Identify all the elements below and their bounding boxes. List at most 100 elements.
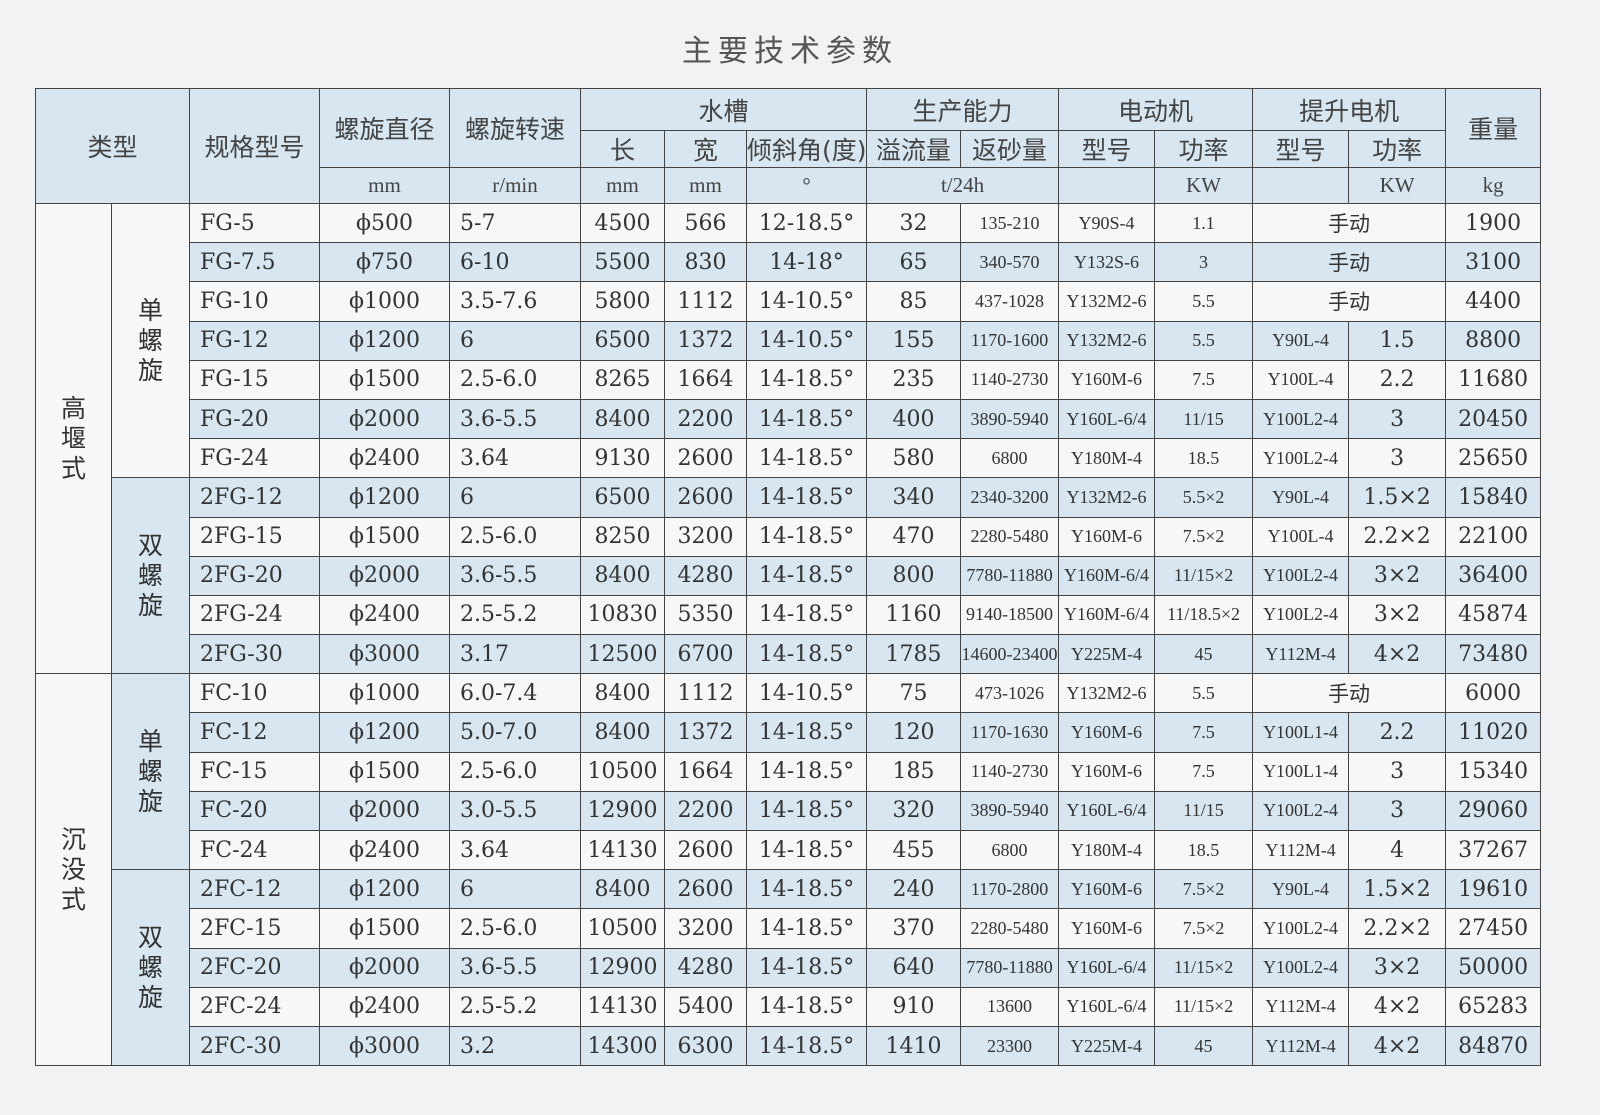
cell-speed: 3.5-7.6 (449, 281, 582, 322)
cell-sand: 2280-5480 (960, 516, 1060, 557)
cell-diameter: ϕ1200 (319, 477, 451, 518)
header-length: 长 (580, 130, 666, 168)
table-row: 2FG-30 ϕ3000 3.17 12500 6700 14-18.5° 1785 1460… (36, 634, 1542, 675)
table-row: FG-12 ϕ1200 6 6500 1372 14-10.5° 155 1170-1600 Y… (36, 320, 1542, 361)
unit-hoist-power: KW (1348, 167, 1447, 204)
subtype-cell: 双螺旋 (110, 869, 191, 1067)
cell-diameter: ϕ1500 (319, 359, 451, 400)
cell-angle: 14-18.5° (746, 555, 868, 596)
cell-sand: 1170-1630 (960, 712, 1060, 753)
cell-diameter: ϕ1000 (319, 281, 451, 322)
cell-overflow: 75 (866, 673, 962, 714)
cell-diameter: ϕ1500 (319, 516, 451, 557)
header-sand: 返砂量 (960, 130, 1060, 168)
cell-weight: 1900 (1445, 202, 1542, 244)
cell-sand: 3890-5940 (960, 398, 1060, 440)
header-capacity: 生产能力 (866, 88, 1060, 131)
cell-weight: 15340 (1445, 751, 1542, 792)
cell-diameter: ϕ1200 (319, 712, 451, 753)
cell-diameter: ϕ3000 (319, 1025, 451, 1067)
header-trough: 水槽 (580, 88, 868, 131)
cell-hoist-power: 4×2 (1348, 1025, 1447, 1067)
cell-hoist-model: Y100L1-4 (1252, 712, 1350, 753)
cell-hoist-model: Y100L1-4 (1252, 751, 1350, 792)
cell-sand: 2280-5480 (960, 908, 1060, 949)
table-row: 2FG-20 ϕ2000 3.6-5.5 8400 4280 14-18.5° 800 778… (36, 555, 1542, 596)
cell-motor-model: Y160L-6/4 (1058, 986, 1156, 1027)
unit-capacity: t/24h (866, 167, 1060, 204)
cell-sand: 1140-2730 (960, 751, 1060, 792)
cell-model: FG-5 (189, 202, 321, 244)
cell-width: 1664 (664, 359, 748, 400)
cell-model: 2FG-20 (189, 555, 321, 596)
cell-overflow: 580 (866, 438, 962, 479)
cell-width: 1112 (664, 673, 748, 714)
table-row: 2FC-30 ϕ3000 3.2 14300 6300 14-18.5° 1410 23300… (36, 1025, 1542, 1067)
cell-weight: 4400 (1445, 281, 1542, 322)
cell-weight: 22100 (1445, 516, 1542, 557)
cell-width: 2600 (664, 477, 748, 518)
cell-overflow: 640 (866, 947, 962, 988)
cell-length: 12500 (580, 634, 666, 675)
cell-motor-model: Y160L-6/4 (1058, 790, 1156, 832)
unit-length: mm (580, 167, 666, 204)
cell-hoist-manual: 手动 (1252, 281, 1447, 322)
cell-overflow: 235 (866, 359, 962, 400)
cell-motor-model: Y180M-4 (1058, 438, 1156, 479)
cell-overflow: 120 (866, 712, 962, 753)
table-row: FC-15 ϕ1500 2.5-6.0 10500 1664 14-18.5° 185 114… (36, 751, 1542, 792)
cell-hoist-model: Y100L2-4 (1252, 790, 1350, 832)
spec-table: 类型 规格型号 螺旋直径 螺旋转速 水槽 生产能力 电动机 提升电机 重量 长 … (34, 88, 1542, 1067)
cell-length: 8400 (580, 398, 666, 440)
cell-width: 5350 (664, 594, 748, 636)
cell-weight: 27450 (1445, 908, 1542, 949)
cell-model: FC-15 (189, 751, 321, 792)
cell-length: 5800 (580, 281, 666, 322)
cell-angle: 14-18.5° (746, 986, 868, 1027)
cell-length: 6500 (580, 320, 666, 361)
cell-motor-power: 5.5 (1154, 281, 1254, 322)
cell-diameter: ϕ3000 (319, 634, 451, 675)
cell-sand: 23300 (960, 1025, 1060, 1067)
table-row: FG-15 ϕ1500 2.5-6.0 8265 1664 14-18.5° 235 1140… (36, 359, 1542, 400)
cell-overflow: 1160 (866, 594, 962, 636)
cell-width: 830 (664, 242, 748, 283)
cell-overflow: 470 (866, 516, 962, 557)
cell-hoist-power: 2.2 (1348, 359, 1447, 400)
cell-sand: 14600-23400 (960, 634, 1060, 675)
cell-length: 9130 (580, 438, 666, 479)
cell-weight: 11020 (1445, 712, 1542, 753)
cell-overflow: 240 (866, 869, 962, 910)
cell-motor-power: 5.5 (1154, 673, 1254, 714)
cell-hoist-manual: 手动 (1252, 242, 1447, 283)
cell-angle: 14-10.5° (746, 673, 868, 714)
cell-speed: 2.5-6.0 (449, 516, 582, 557)
cell-width: 1664 (664, 751, 748, 792)
cell-hoist-power: 1.5 (1348, 320, 1447, 361)
cell-width: 3200 (664, 516, 748, 557)
cell-model: FC-24 (189, 829, 321, 871)
cell-speed: 2.5-5.2 (449, 594, 582, 636)
cell-motor-model: Y160M-6/4 (1058, 555, 1156, 596)
cell-diameter: ϕ2000 (319, 555, 451, 596)
cell-motor-power: 7.5×2 (1154, 908, 1254, 949)
cell-angle: 14-10.5° (746, 281, 868, 322)
cell-hoist-model: Y100L2-4 (1252, 908, 1350, 949)
cell-length: 14130 (580, 986, 666, 1027)
header-angle: 倾斜角(度) (746, 130, 868, 168)
cell-motor-model: Y225M-4 (1058, 634, 1156, 675)
cell-model: FC-20 (189, 790, 321, 832)
cell-sand: 340-570 (960, 242, 1060, 283)
cell-motor-model: Y180M-4 (1058, 829, 1156, 871)
cell-speed: 3.6-5.5 (449, 555, 582, 596)
cell-speed: 6 (449, 320, 582, 361)
cell-weight: 73480 (1445, 634, 1542, 675)
header-type: 类型 (34, 88, 191, 204)
cell-length: 12900 (580, 790, 666, 832)
cell-motor-model: Y160M-6 (1058, 908, 1156, 949)
cell-model: 2FG-30 (189, 634, 321, 675)
cell-hoist-model: Y90L-4 (1252, 477, 1350, 518)
cell-angle: 14-18.5° (746, 477, 868, 518)
cell-diameter: ϕ1200 (319, 869, 451, 910)
cell-motor-power: 11/15×2 (1154, 947, 1254, 988)
